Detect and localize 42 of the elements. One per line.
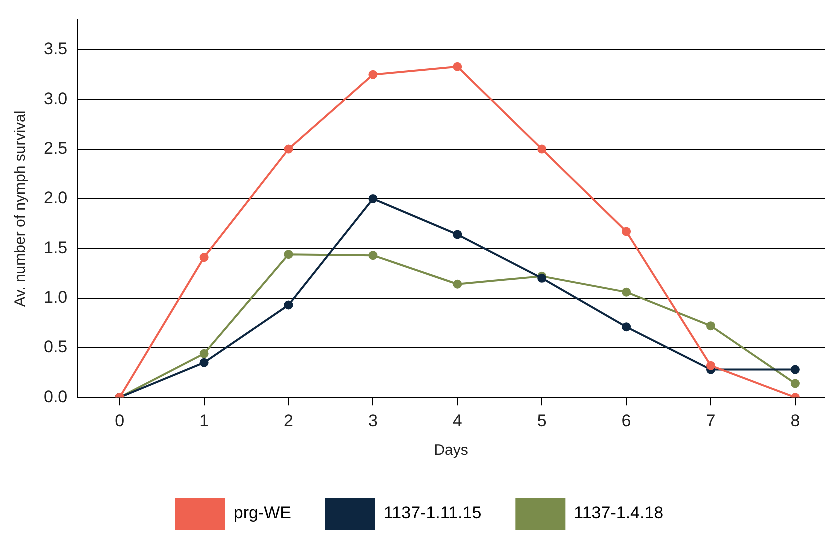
legend-label: 1137-1.4.18 — [574, 504, 664, 523]
x-tick-label: 1 — [200, 411, 210, 430]
point — [538, 144, 547, 154]
point — [622, 227, 632, 236]
x-tick-label: 0 — [115, 411, 125, 430]
x-axis-title: Days — [434, 442, 468, 460]
point — [790, 379, 800, 388]
point — [284, 144, 294, 154]
y-axis-title: Av. number of nymph survival — [12, 110, 30, 307]
point — [622, 288, 632, 297]
y-tick-label: 1.5 — [44, 238, 68, 258]
point — [706, 361, 716, 370]
y-tick-label: 3.0 — [44, 89, 68, 108]
point — [368, 194, 378, 204]
y-tick-label: 2.5 — [44, 139, 68, 158]
point — [200, 358, 209, 368]
x-tick-label: 6 — [622, 411, 632, 430]
x-tick-label: 4 — [452, 411, 462, 430]
point — [200, 253, 209, 262]
point — [368, 70, 378, 80]
point — [453, 62, 462, 72]
y-tick-label: 3.5 — [44, 40, 68, 59]
legend-label: prg-WE — [234, 504, 292, 523]
x-tick-label: 5 — [537, 411, 547, 430]
point — [368, 251, 378, 260]
y-tick-label: 0.0 — [44, 387, 68, 406]
x-tick-label: 2 — [284, 411, 294, 430]
y-tick-label: 2.0 — [44, 188, 68, 208]
point — [284, 300, 294, 310]
y-tick-label: 1.0 — [44, 288, 68, 307]
point — [284, 250, 294, 260]
point — [453, 280, 462, 289]
point — [622, 322, 632, 332]
point — [790, 365, 800, 374]
point — [453, 230, 462, 240]
point — [706, 322, 716, 331]
x-tick-label: 3 — [368, 411, 378, 430]
x-tick-label: 8 — [790, 411, 800, 430]
y-tick-label: 0.5 — [44, 338, 68, 357]
x-tick-label: 7 — [706, 411, 716, 430]
point — [200, 349, 209, 358]
legend-label: 1137-1.11.15 — [384, 504, 482, 523]
